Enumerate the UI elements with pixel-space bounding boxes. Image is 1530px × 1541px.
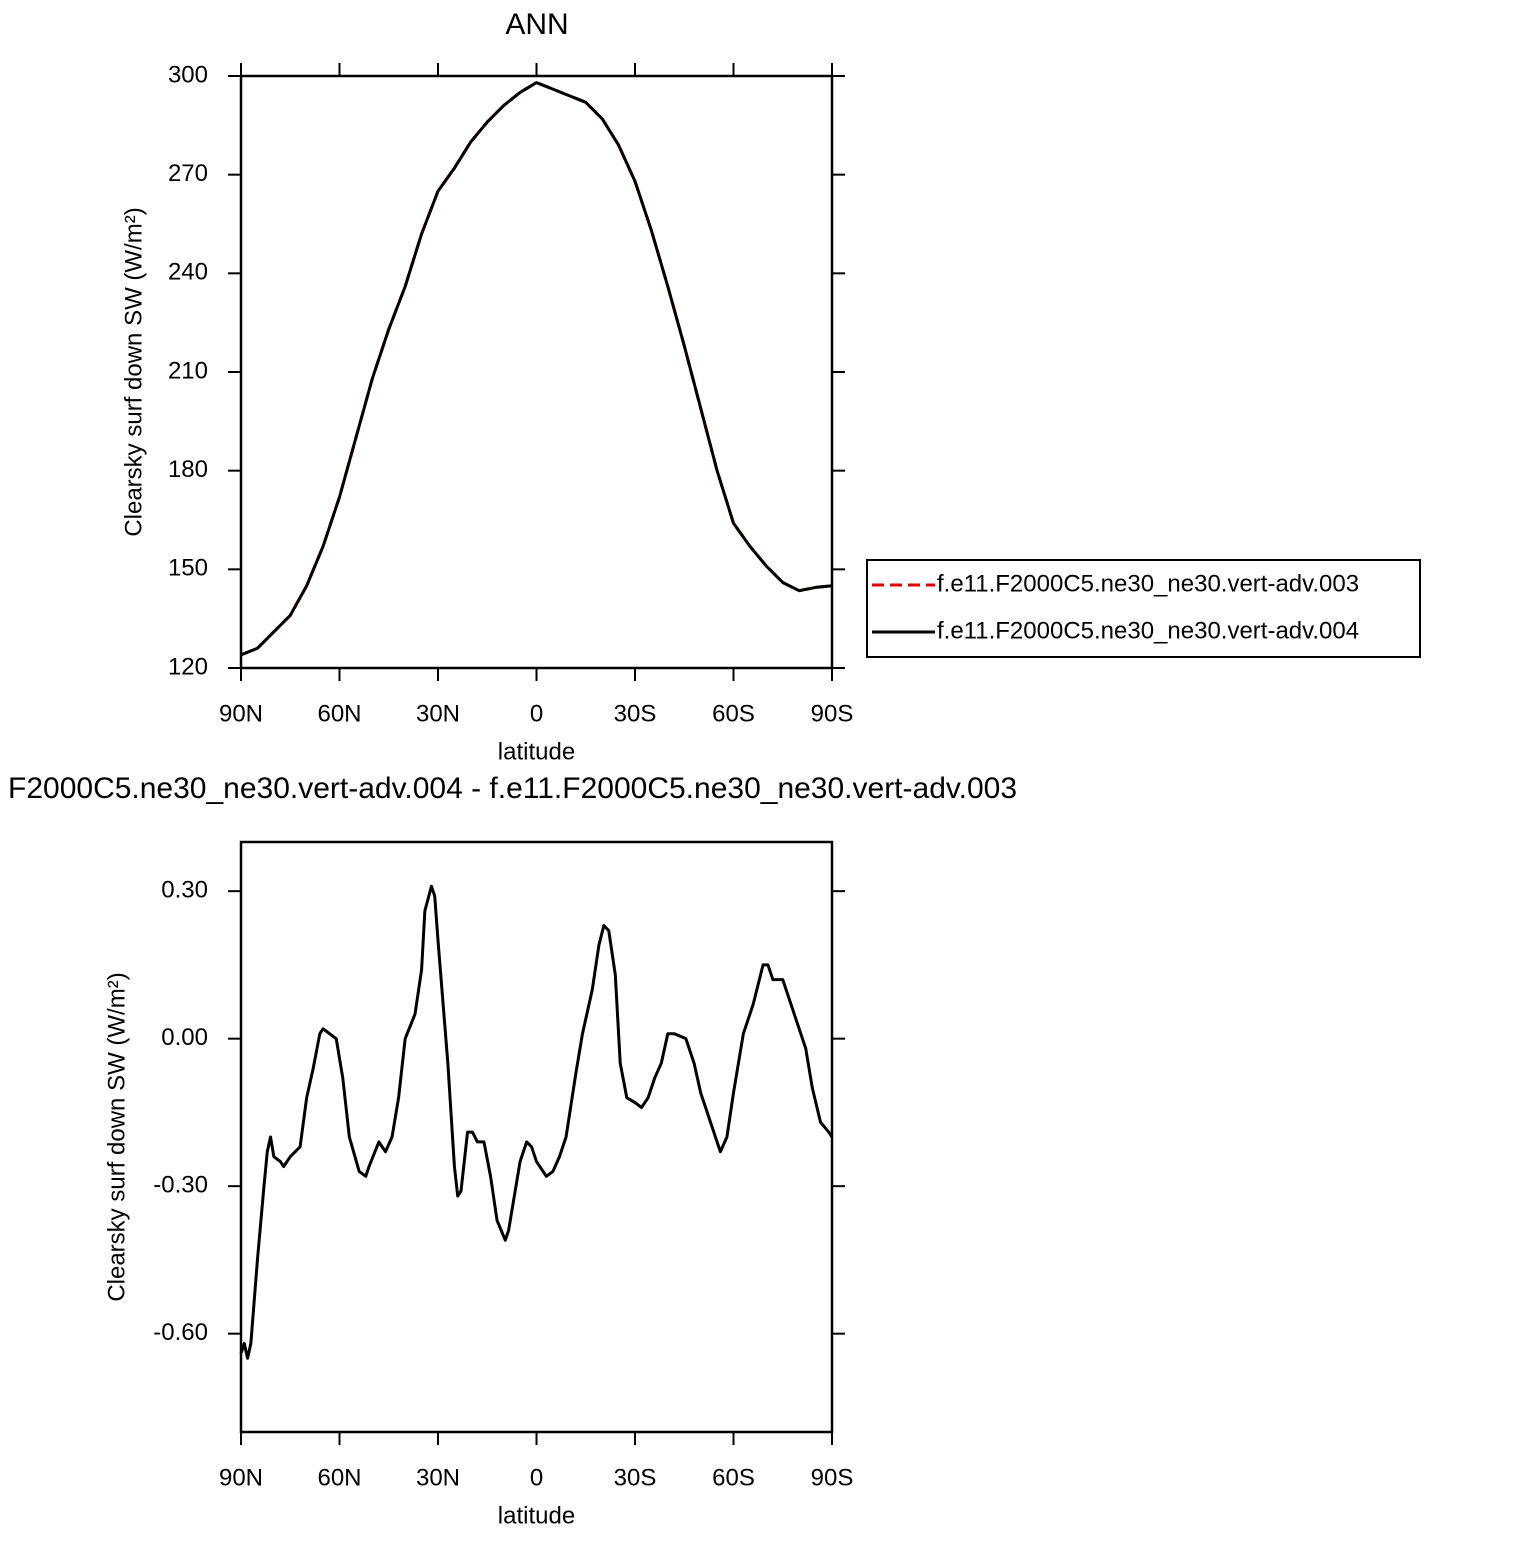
y-tick-label: 120 — [168, 653, 208, 680]
y-axis-label: Clearsky surf down SW (W/m²) — [120, 207, 147, 536]
y-tick-label: 300 — [168, 61, 208, 88]
x-tick-label: 90S — [811, 1464, 854, 1491]
series-line — [239, 884, 834, 1360]
x-tick-label: 60S — [712, 1464, 755, 1491]
x-axis-label: latitude — [498, 1502, 575, 1529]
x-tick-label: 30N — [416, 700, 460, 727]
x-tick-label: 90S — [811, 700, 854, 727]
legend-label: f.e11.F2000C5.ne30_ne30.vert-adv.004 — [937, 617, 1359, 644]
legend-label: f.e11.F2000C5.ne30_ne30.vert-adv.003 — [937, 570, 1359, 597]
plot-frame — [239, 74, 834, 670]
y-tick-label: -0.30 — [153, 1172, 208, 1199]
series-line — [240, 81, 833, 657]
legend-box — [866, 559, 1421, 658]
x-tick-label: 60S — [712, 700, 755, 727]
y-tick-label: 270 — [168, 160, 208, 187]
chart-title: ANN — [505, 8, 568, 41]
y-axis-label: Clearsky surf down SW (W/m²) — [103, 972, 130, 1301]
y-tick-label: 0.00 — [161, 1024, 208, 1051]
y-tick-label: 210 — [168, 357, 208, 384]
y-tick-label: 240 — [168, 259, 208, 286]
chart-title: F2000C5.ne30_ne30.vert-adv.004 - f.e11.F… — [8, 772, 1017, 805]
x-tick-label: 60N — [317, 1464, 361, 1491]
y-tick-label: 150 — [168, 555, 208, 582]
series-line — [240, 81, 833, 657]
x-tick-label: 60N — [317, 700, 361, 727]
y-tick-label: 0.30 — [161, 877, 208, 904]
x-tick-label: 0 — [530, 700, 543, 727]
x-tick-label: 30S — [614, 700, 657, 727]
x-tick-label: 30S — [614, 1464, 657, 1491]
x-tick-label: 30N — [416, 1464, 460, 1491]
x-tick-label: 90N — [219, 700, 263, 727]
x-axis-label: latitude — [498, 738, 575, 765]
plot-frame — [239, 840, 834, 1434]
y-tick-label: -0.60 — [153, 1319, 208, 1346]
x-tick-label: 0 — [530, 1464, 543, 1491]
x-tick-label: 90N — [219, 1464, 263, 1491]
y-tick-label: 180 — [168, 456, 208, 483]
